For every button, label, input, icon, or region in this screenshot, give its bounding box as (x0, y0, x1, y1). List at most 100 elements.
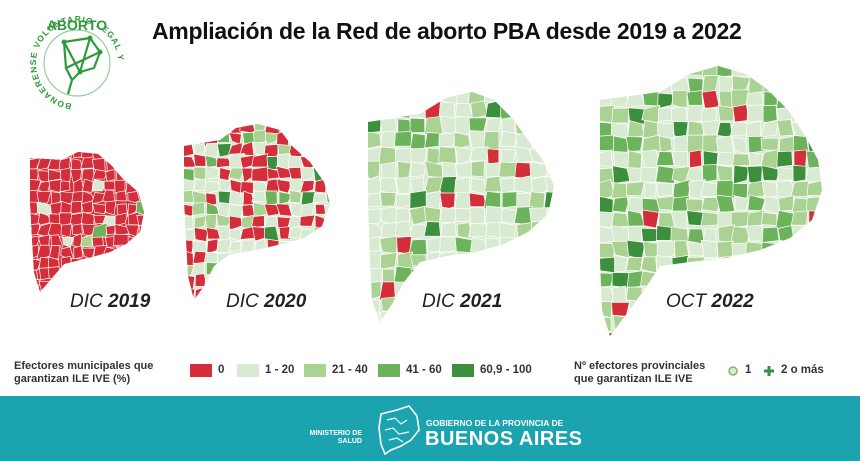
municipality-area (821, 256, 822, 275)
municipality-area (823, 273, 839, 288)
municipality-area (516, 222, 534, 241)
municipality-area (71, 278, 82, 292)
municipality-area (642, 209, 660, 229)
municipality-area (791, 299, 808, 320)
municipality-area (823, 122, 840, 139)
municipality-area (625, 197, 644, 215)
municipality-area (776, 302, 793, 318)
municipality-area (778, 135, 795, 154)
municipality-area (531, 175, 549, 196)
municipality-area (717, 105, 734, 122)
municipality-area (628, 77, 646, 92)
municipality-area (731, 66, 751, 79)
municipality-area (184, 286, 196, 299)
municipality-area (763, 270, 780, 287)
municipality-area (264, 124, 281, 135)
municipality-area (252, 181, 268, 193)
municipality-area (544, 250, 554, 270)
municipality-area (408, 311, 429, 322)
municipality-area (105, 224, 116, 235)
municipality-area (612, 314, 631, 334)
municipality-area (513, 251, 534, 270)
municipality-area (805, 77, 822, 95)
municipality-area (379, 92, 398, 104)
municipality-area (397, 251, 414, 269)
municipality-area (30, 152, 40, 160)
municipality-area (382, 268, 396, 283)
municipality-area (138, 233, 144, 248)
municipality-area (326, 273, 330, 289)
municipality-area (48, 289, 64, 292)
municipality-area (241, 204, 255, 217)
municipality-area (126, 169, 141, 183)
municipality-area (265, 177, 281, 194)
municipality-area (278, 124, 291, 133)
municipality-area (514, 101, 532, 119)
municipality-area (716, 66, 734, 78)
municipality-area (426, 235, 444, 252)
municipality-area (685, 271, 706, 290)
municipality-area (184, 215, 194, 231)
map-label-2019: DIC 2019 (70, 291, 151, 312)
legend-label-21-40: 21 - 40 (332, 364, 368, 376)
municipality-area (656, 151, 675, 166)
municipality-area (299, 214, 316, 227)
municipality-area (762, 226, 780, 243)
municipality-area (612, 74, 629, 92)
municipality-area (312, 153, 327, 170)
municipality-area (545, 221, 554, 239)
municipality-area (394, 298, 411, 314)
municipality-area (513, 266, 534, 283)
municipality-area (600, 332, 616, 336)
municipality-area (242, 261, 255, 277)
municipality-area (453, 131, 471, 150)
logo-top-text: ABORTO (47, 17, 108, 33)
municipality-area (276, 240, 293, 255)
municipality-area (543, 266, 554, 285)
municipality-area (655, 196, 675, 211)
municipality-area (776, 119, 795, 137)
municipality-area (471, 252, 487, 271)
municipality-area (410, 266, 427, 285)
municipality-area (701, 164, 718, 183)
municipality-area (611, 107, 629, 124)
municipality-area (204, 286, 221, 300)
municipality-area (184, 229, 197, 242)
municipality-area (717, 151, 736, 167)
municipality-area (529, 161, 548, 179)
municipality-area (423, 221, 441, 237)
municipality-area (30, 157, 42, 172)
municipality-area (600, 149, 613, 169)
municipality-area (600, 256, 616, 274)
municipality-area (626, 66, 645, 80)
municipality-area (91, 222, 108, 239)
municipality-area (655, 66, 674, 79)
municipality-area (499, 130, 519, 148)
municipality-area (289, 189, 302, 204)
municipality-area (251, 166, 269, 182)
municipality-area (368, 311, 383, 322)
municipality-area (627, 120, 645, 140)
municipality-area (278, 191, 293, 205)
municipality-area (116, 152, 130, 161)
municipality-area (227, 262, 244, 277)
municipality-area (791, 269, 811, 290)
municipality-area (547, 207, 554, 222)
municipality-area (716, 122, 733, 139)
municipality-area (325, 178, 330, 193)
municipality-area (483, 314, 504, 322)
footer-band (0, 396, 860, 461)
municipality-area (438, 265, 459, 285)
municipality-area (673, 66, 690, 78)
municipality-area (805, 107, 822, 125)
municipality-area (301, 143, 316, 156)
municipality-area (91, 267, 108, 282)
municipality-area (277, 250, 291, 267)
municipality-area (514, 281, 533, 300)
municipality-area (657, 92, 675, 110)
municipality-area (288, 124, 305, 131)
municipality-area (808, 224, 822, 245)
municipality-area (545, 297, 554, 316)
municipality-area (228, 228, 242, 242)
legend-label-60-100: 60,9 - 100 (480, 364, 532, 376)
